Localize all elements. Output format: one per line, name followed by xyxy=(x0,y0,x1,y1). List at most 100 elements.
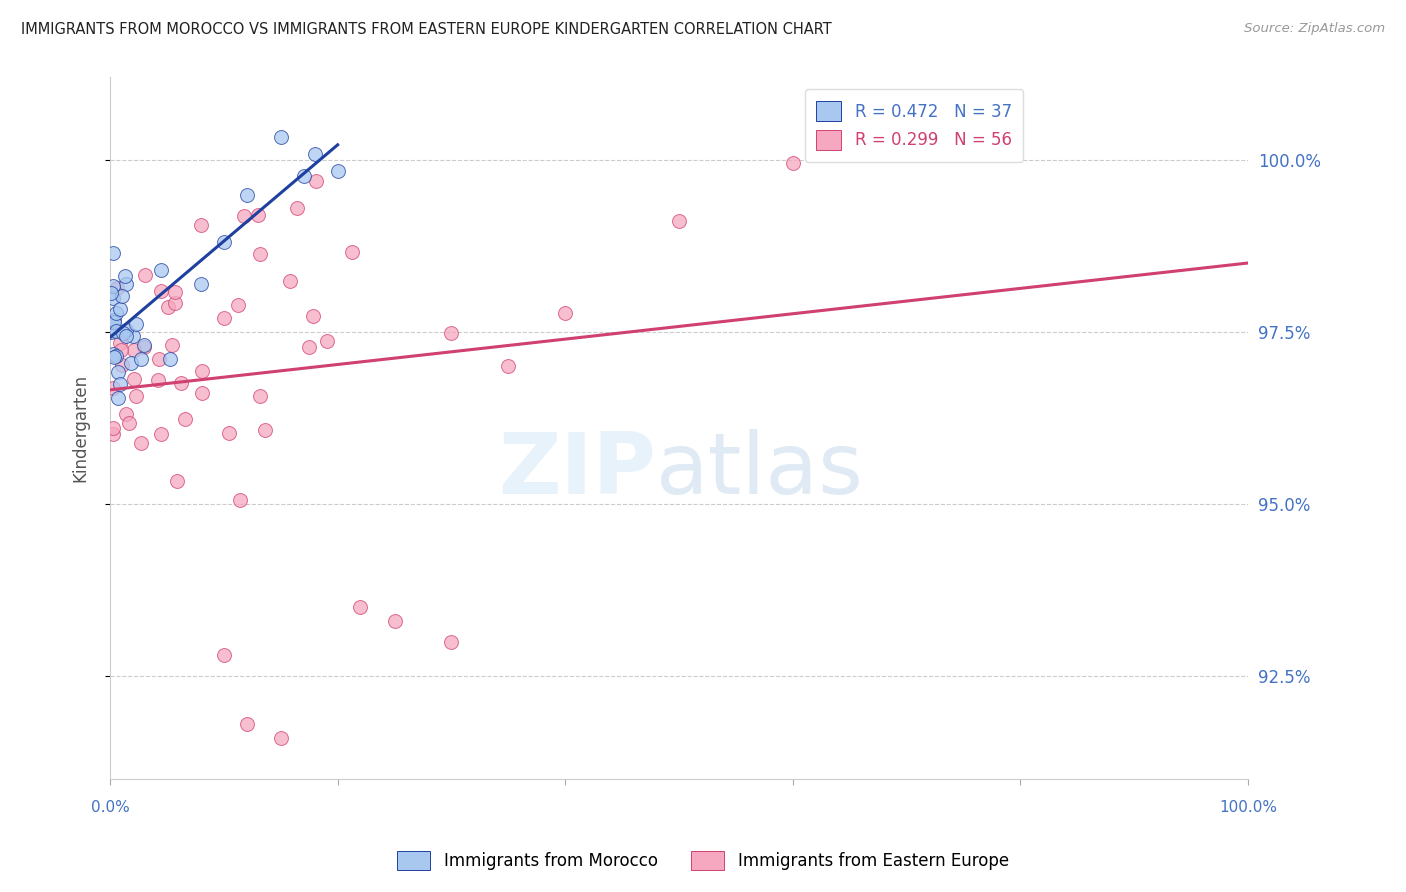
Point xyxy=(122,372,145,386)
Point xyxy=(111,288,134,302)
Point xyxy=(174,412,197,426)
Point xyxy=(169,376,191,390)
Point xyxy=(149,285,172,299)
Point xyxy=(125,317,148,331)
Text: Source: ZipAtlas.com: Source: ZipAtlas.com xyxy=(1244,22,1385,36)
Point xyxy=(166,474,188,488)
Point xyxy=(121,329,143,343)
Point xyxy=(254,423,277,437)
Point xyxy=(159,351,181,366)
Point xyxy=(440,326,463,340)
Point xyxy=(110,343,132,358)
Point xyxy=(229,493,252,508)
Point xyxy=(190,277,212,292)
Point xyxy=(212,235,235,249)
Point xyxy=(285,202,308,216)
Point xyxy=(103,381,125,395)
Point xyxy=(349,600,371,615)
Point xyxy=(150,263,173,277)
Point xyxy=(554,306,576,320)
Point xyxy=(157,300,180,314)
Point xyxy=(101,279,124,293)
Point xyxy=(668,213,690,227)
Point xyxy=(340,245,363,260)
Point xyxy=(103,350,125,364)
Point xyxy=(103,292,125,306)
Y-axis label: Kindergarten: Kindergarten xyxy=(72,375,89,483)
Point xyxy=(110,302,132,317)
Point xyxy=(114,277,136,291)
Point xyxy=(270,731,292,745)
Point xyxy=(212,648,235,663)
Point xyxy=(298,340,321,354)
Point xyxy=(226,298,249,312)
Point xyxy=(782,156,804,170)
Point xyxy=(101,246,124,260)
Point xyxy=(384,614,406,628)
Point xyxy=(498,359,520,373)
Point xyxy=(100,285,122,300)
Point xyxy=(163,296,186,310)
Text: 100.0%: 100.0% xyxy=(1219,800,1277,815)
Point xyxy=(105,281,128,295)
Point xyxy=(235,717,257,731)
Point xyxy=(107,365,129,379)
Point xyxy=(191,364,214,378)
Point xyxy=(190,218,212,232)
Point xyxy=(105,324,128,338)
Legend: Immigrants from Morocco, Immigrants from Eastern Europe: Immigrants from Morocco, Immigrants from… xyxy=(391,844,1015,877)
Point xyxy=(235,187,257,202)
Point xyxy=(233,210,256,224)
Point xyxy=(302,309,325,323)
Point xyxy=(212,310,235,325)
Point xyxy=(100,315,122,329)
Point xyxy=(129,436,152,450)
Point xyxy=(315,334,337,349)
Text: ZIP: ZIP xyxy=(499,429,657,512)
Point xyxy=(120,356,142,370)
Point xyxy=(122,343,145,357)
Legend: R = 0.472   N = 37, R = 0.299   N = 56: R = 0.472 N = 37, R = 0.299 N = 56 xyxy=(804,89,1024,161)
Text: atlas: atlas xyxy=(657,429,865,512)
Point xyxy=(103,313,125,327)
Point xyxy=(440,634,463,648)
Point xyxy=(134,268,156,283)
Point xyxy=(249,247,271,261)
Point xyxy=(110,335,132,350)
Text: 0.0%: 0.0% xyxy=(91,800,129,815)
Point xyxy=(305,173,328,187)
Point xyxy=(118,416,141,430)
Point xyxy=(104,305,127,319)
Point xyxy=(191,386,214,401)
Point xyxy=(160,338,183,352)
Point xyxy=(134,340,156,354)
Point xyxy=(218,426,240,441)
Point xyxy=(149,426,172,441)
Point xyxy=(129,352,152,367)
Point xyxy=(148,351,170,366)
Point xyxy=(111,326,134,340)
Point xyxy=(114,268,136,283)
Point xyxy=(104,350,127,364)
Point xyxy=(134,337,156,351)
Point xyxy=(247,208,270,222)
Point xyxy=(125,389,148,403)
Point xyxy=(292,169,315,184)
Point xyxy=(278,274,301,288)
Text: IMMIGRANTS FROM MOROCCO VS IMMIGRANTS FROM EASTERN EUROPE KINDERGARTEN CORRELATI: IMMIGRANTS FROM MOROCCO VS IMMIGRANTS FR… xyxy=(21,22,832,37)
Point xyxy=(249,389,271,403)
Point xyxy=(326,164,349,178)
Point xyxy=(108,377,131,392)
Point xyxy=(304,147,326,161)
Point xyxy=(115,407,138,421)
Point xyxy=(165,285,187,299)
Point xyxy=(114,323,136,337)
Point xyxy=(103,315,125,329)
Point xyxy=(107,391,129,405)
Point xyxy=(115,329,138,343)
Point xyxy=(103,421,125,435)
Point xyxy=(146,373,169,387)
Point xyxy=(101,347,124,361)
Point xyxy=(100,325,122,339)
Point xyxy=(270,130,292,145)
